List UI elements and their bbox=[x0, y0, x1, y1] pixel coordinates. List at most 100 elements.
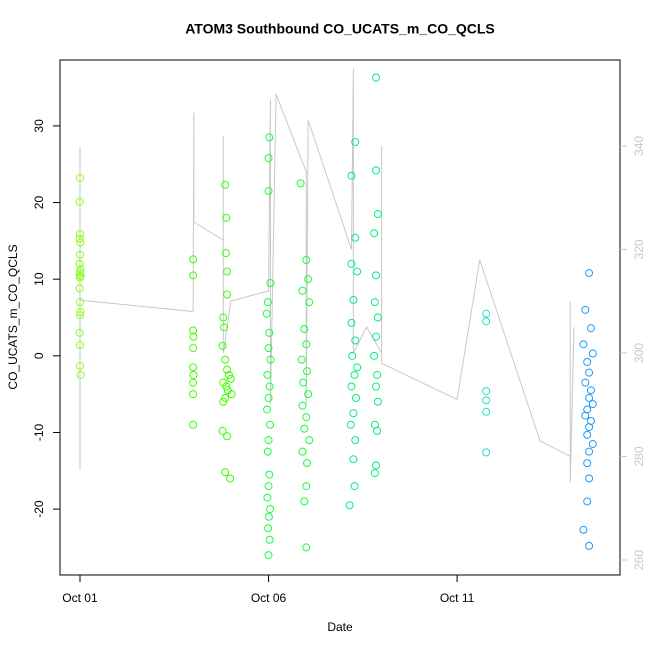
point bbox=[302, 413, 311, 422]
point bbox=[264, 551, 273, 560]
point bbox=[76, 370, 85, 379]
point bbox=[347, 382, 356, 391]
point bbox=[189, 378, 198, 387]
point bbox=[263, 447, 272, 456]
point bbox=[75, 259, 84, 268]
point bbox=[263, 493, 272, 502]
point bbox=[372, 271, 381, 280]
point bbox=[75, 273, 84, 282]
point bbox=[265, 328, 274, 337]
point bbox=[373, 313, 382, 322]
point bbox=[370, 351, 379, 360]
point bbox=[588, 439, 597, 448]
point bbox=[219, 397, 228, 406]
point bbox=[302, 543, 311, 552]
x-tick-label: Oct 11 bbox=[440, 591, 475, 605]
point bbox=[224, 370, 233, 379]
point bbox=[189, 390, 198, 399]
point bbox=[221, 180, 230, 189]
point bbox=[353, 267, 362, 276]
point bbox=[303, 459, 312, 468]
point bbox=[372, 461, 381, 470]
point bbox=[373, 370, 382, 379]
point bbox=[221, 355, 230, 364]
point bbox=[189, 370, 198, 379]
point bbox=[482, 387, 491, 396]
point bbox=[345, 501, 354, 510]
point bbox=[581, 411, 590, 420]
point bbox=[348, 351, 357, 360]
point bbox=[189, 344, 198, 353]
y2-tick-label: 280 bbox=[632, 446, 646, 466]
point bbox=[221, 393, 230, 402]
point bbox=[302, 482, 311, 491]
point bbox=[264, 344, 273, 353]
point bbox=[221, 468, 230, 477]
point bbox=[372, 73, 381, 82]
point bbox=[585, 447, 594, 456]
point bbox=[581, 305, 590, 314]
point bbox=[223, 267, 232, 276]
point bbox=[75, 311, 84, 320]
point bbox=[263, 370, 272, 379]
point bbox=[302, 340, 311, 349]
point bbox=[351, 336, 360, 345]
point bbox=[585, 474, 594, 483]
y-tick-label: -20 bbox=[32, 500, 46, 518]
point bbox=[373, 397, 382, 406]
point bbox=[76, 308, 85, 317]
point bbox=[296, 179, 305, 188]
point bbox=[297, 355, 306, 364]
point bbox=[351, 138, 360, 147]
point bbox=[298, 401, 307, 410]
point bbox=[585, 423, 594, 432]
point bbox=[346, 420, 355, 429]
point bbox=[226, 374, 235, 383]
point bbox=[585, 541, 594, 550]
point bbox=[351, 436, 360, 445]
point bbox=[351, 233, 360, 242]
point bbox=[262, 309, 271, 318]
point bbox=[263, 298, 272, 307]
point bbox=[347, 318, 356, 327]
point bbox=[579, 340, 588, 349]
x-tick-label: Oct 01 bbox=[62, 591, 98, 605]
point bbox=[189, 332, 198, 341]
point bbox=[189, 326, 198, 335]
point bbox=[264, 512, 273, 521]
point bbox=[482, 407, 491, 416]
point bbox=[370, 229, 379, 238]
point bbox=[75, 284, 84, 293]
point bbox=[75, 197, 84, 206]
line bbox=[79, 68, 575, 483]
y-tick-label: 10 bbox=[32, 272, 46, 286]
point bbox=[304, 275, 313, 284]
point bbox=[227, 390, 236, 399]
point bbox=[189, 420, 198, 429]
y2-tick-label: 300 bbox=[632, 343, 646, 363]
point bbox=[298, 447, 307, 456]
point bbox=[75, 234, 84, 243]
point bbox=[482, 448, 491, 457]
point bbox=[373, 210, 382, 219]
y2-tick-label: 340 bbox=[632, 136, 646, 156]
x-axis-label: Date bbox=[327, 620, 353, 634]
point bbox=[266, 279, 275, 288]
point bbox=[350, 370, 359, 379]
point bbox=[585, 368, 594, 377]
point bbox=[302, 256, 311, 265]
y-tick-label: -10 bbox=[32, 423, 46, 441]
point bbox=[75, 174, 84, 183]
point bbox=[583, 430, 592, 439]
point bbox=[220, 323, 229, 332]
point bbox=[579, 525, 588, 534]
point bbox=[373, 426, 382, 435]
point bbox=[305, 298, 314, 307]
point bbox=[372, 332, 381, 341]
point bbox=[588, 400, 597, 409]
point bbox=[585, 269, 594, 278]
point bbox=[265, 470, 274, 479]
plot-frame bbox=[59, 59, 621, 576]
point bbox=[264, 154, 273, 163]
